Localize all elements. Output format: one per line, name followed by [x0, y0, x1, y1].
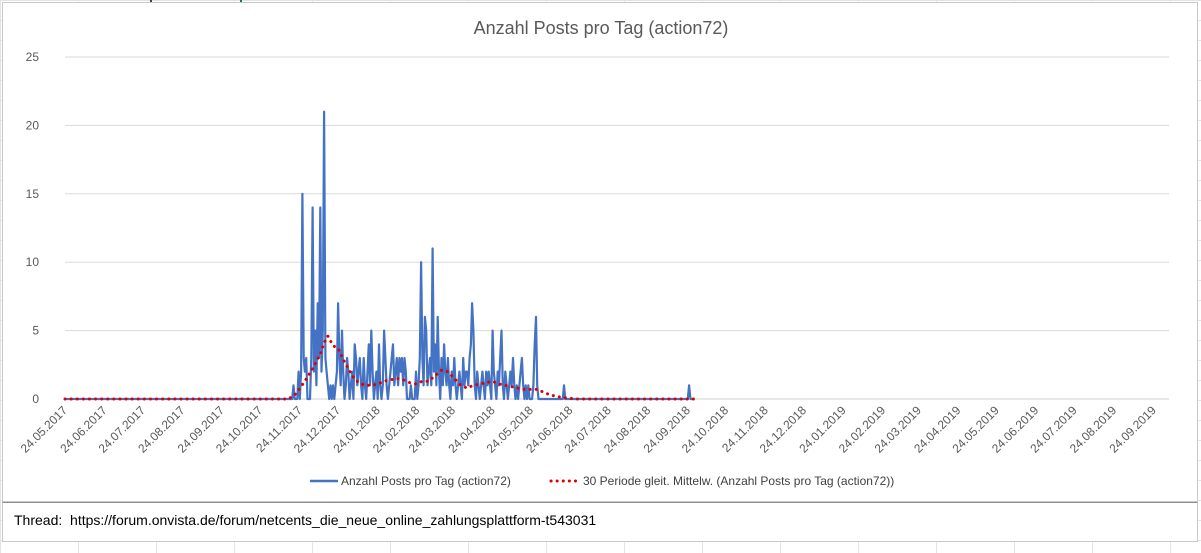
y-tick-label-20: 20: [26, 118, 40, 132]
posts-per-day-chart: Anzahl Posts pro Tag (action72) 0 5 10 15 20…: [18, 18, 1169, 488]
thread-info-box: Thread: https://forum.onvista.de/forum/n…: [2, 502, 1198, 542]
thread-url[interactable]: https://forum.onvista.de/forum/netcents_…: [70, 512, 597, 528]
legend-label-posts-per-day: Anzahl Posts pro Tag (action72): [341, 474, 511, 488]
series-layer: [63, 110, 696, 401]
y-axis-tick-labels: 0 5 10 15 20 25: [26, 50, 40, 406]
legend-label-moving-average: 30 Periode gleit. Mittelw. (Anzahl Posts…: [583, 474, 894, 488]
series-line-posts-per-day: [65, 110, 695, 401]
chart-title: Anzahl Posts pro Tag (action72): [474, 18, 729, 38]
top-marks: [0, 0, 1201, 3]
y-tick-label-15: 15: [26, 187, 40, 201]
y-tick-label-10: 10: [26, 255, 40, 269]
y-tick-label-0: 0: [32, 392, 39, 406]
gridlines: [65, 56, 1169, 400]
y-tick-label-5: 5: [32, 324, 39, 338]
series-line-moving-average: [63, 334, 696, 401]
x-axis-tick-labels: 24.05.201724.06.201724.07.201724.08.2017…: [18, 403, 1159, 456]
chart-frame[interactable]: Anzahl Posts pro Tag (action72) 0 5 10 15 20…: [2, 2, 1198, 502]
thread-label: Thread:: [14, 512, 63, 528]
legend: Anzahl Posts pro Tag (action72) 30 Period…: [310, 474, 894, 488]
y-tick-label-25: 25: [26, 50, 40, 64]
